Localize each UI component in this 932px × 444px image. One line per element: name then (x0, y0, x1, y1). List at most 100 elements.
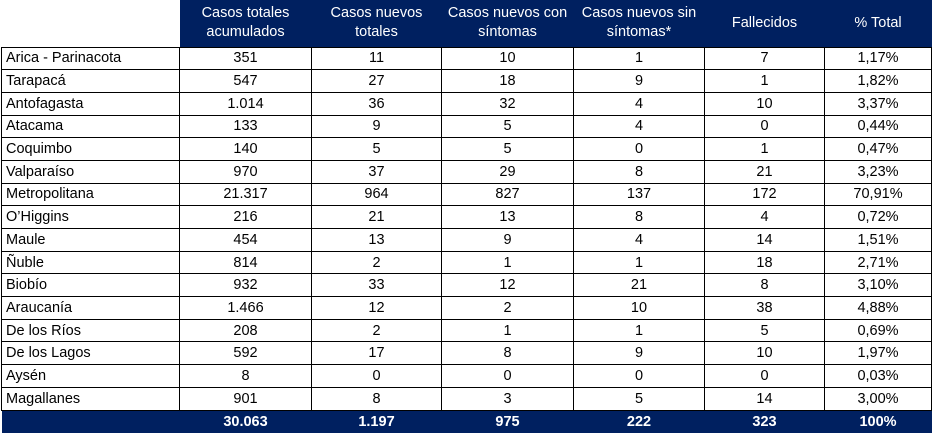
cell-percent-total: 0,03% (824, 364, 932, 388)
header-row: Casos totales acumulados Casos nuevos to… (1, 0, 932, 47)
cell-total-cumulative-cases: 814 (179, 250, 312, 275)
cell-new-total-cases: 11 (311, 46, 442, 71)
table-row: Arica - Parinacota 351 11 10 1 7 1,17% (1, 46, 932, 71)
cell-new-total-cases: 2 (311, 250, 442, 275)
cell-region-name: Antofagasta (1, 91, 180, 116)
cell-new-with-symptoms: 9 (441, 228, 574, 252)
cell-new-without-symptoms: 1 (573, 46, 705, 71)
cell-region-name: De los Lagos (1, 341, 180, 366)
cell-new-without-symptoms: 9 (573, 69, 705, 93)
cell-region-name: Biobío (1, 273, 180, 298)
cell-new-without-symptoms: 137 (573, 182, 705, 207)
cell-deaths: 5 (704, 318, 825, 343)
table-row: Magallanes 901 8 3 5 14 3,00% (1, 386, 932, 411)
cell-new-total-cases: 37 (311, 159, 442, 184)
cell-region-name: Ñuble (1, 250, 180, 275)
totals-row: 30.063 1.197 975 222 323 100% (1, 410, 932, 433)
cell-new-with-symptoms: 32 (441, 91, 574, 116)
table-row: De los Ríos 208 2 1 1 5 0,69% (1, 318, 932, 343)
cell-deaths: 1 (704, 69, 825, 93)
cell-total-cumulative-cases: 547 (179, 69, 312, 93)
cell-deaths: 8 (704, 273, 825, 298)
cell-total-cumulative-cases: 592 (179, 341, 312, 366)
cell-deaths: 18 (704, 250, 825, 275)
cell-deaths: 0 (704, 114, 825, 139)
cell-percent-total: 1,82% (824, 69, 932, 93)
cell-new-with-symptoms: 5 (441, 114, 574, 139)
table-row: Biobío 932 33 12 21 8 3,10% (1, 273, 932, 298)
cell-new-with-symptoms: 2 (441, 296, 574, 320)
cell-deaths: 4 (704, 205, 825, 229)
cell-new-without-symptoms: 5 (573, 386, 705, 411)
cell-percent-total: 1,51% (824, 228, 932, 252)
cell-total-cumulative-cases: 208 (179, 318, 312, 343)
cell-new-total-cases: 0 (311, 364, 442, 388)
header-deaths: Fallecidos (704, 0, 825, 47)
totals-new-without-symptoms: 222 (573, 410, 705, 433)
covid-cases-by-region-table: Casos totales acumulados Casos nuevos to… (1, 0, 932, 433)
cell-region-name: Tarapacá (1, 69, 180, 93)
cell-new-with-symptoms: 18 (441, 69, 574, 93)
totals-cumulative-cases: 30.063 (179, 410, 312, 433)
cell-new-total-cases: 21 (311, 205, 442, 229)
cell-total-cumulative-cases: 21.317 (179, 182, 312, 207)
cell-percent-total: 0,72% (824, 205, 932, 229)
cell-new-with-symptoms: 12 (441, 273, 574, 298)
table-row: Atacama 133 9 5 4 0 0,44% (1, 114, 932, 139)
cell-new-without-symptoms: 0 (573, 137, 705, 161)
totals-percent: 100% (824, 410, 932, 433)
cell-new-total-cases: 9 (311, 114, 442, 139)
cell-new-without-symptoms: 4 (573, 114, 705, 139)
cell-total-cumulative-cases: 8 (179, 364, 312, 388)
header-region-blank (1, 0, 180, 47)
cell-percent-total: 0,69% (824, 318, 932, 343)
header-new-cases-without-symptoms: Casos nuevos sin síntomas* (573, 0, 705, 47)
cell-new-with-symptoms: 5 (441, 137, 574, 161)
cell-region-name: Araucanía (1, 296, 180, 320)
header-new-cases-with-symptoms: Casos nuevos con síntomas (441, 0, 574, 47)
cell-deaths: 7 (704, 46, 825, 71)
cell-region-name: Metropolitana (1, 182, 180, 207)
cell-new-without-symptoms: 1 (573, 250, 705, 275)
cell-deaths: 172 (704, 182, 825, 207)
cell-deaths: 10 (704, 91, 825, 116)
table-row: Metropolitana 21.317 964 827 137 172 70,91% (1, 182, 932, 207)
cell-new-with-symptoms: 8 (441, 341, 574, 366)
table-row: Aysén 8 0 0 0 0 0,03% (1, 364, 932, 388)
cell-total-cumulative-cases: 133 (179, 114, 312, 139)
cell-region-name: O’Higgins (1, 205, 180, 229)
cell-new-without-symptoms: 21 (573, 273, 705, 298)
table-body: Arica - Parinacota 351 11 10 1 7 1,17% Tarapacá… (1, 46, 932, 411)
cell-new-with-symptoms: 10 (441, 46, 574, 71)
cell-percent-total: 70,91% (824, 182, 932, 207)
cell-new-with-symptoms: 1 (441, 318, 574, 343)
cell-new-with-symptoms: 29 (441, 159, 574, 184)
cell-percent-total: 4,88% (824, 296, 932, 320)
cell-region-name: Magallanes (1, 386, 180, 411)
totals-new-total-cases: 1.197 (311, 410, 442, 433)
table-row: O’Higgins 216 21 13 8 4 0,72% (1, 205, 932, 229)
cell-deaths: 14 (704, 386, 825, 411)
cell-region-name: De los Ríos (1, 318, 180, 343)
cell-percent-total: 0,44% (824, 114, 932, 139)
cell-new-total-cases: 33 (311, 273, 442, 298)
cell-new-total-cases: 8 (311, 386, 442, 411)
table-row: Tarapacá 547 27 18 9 1 1,82% (1, 69, 932, 93)
cell-total-cumulative-cases: 901 (179, 386, 312, 411)
cell-new-without-symptoms: 10 (573, 296, 705, 320)
cell-new-with-symptoms: 3 (441, 386, 574, 411)
header-new-total-cases: Casos nuevos totales (311, 0, 442, 47)
cell-total-cumulative-cases: 216 (179, 205, 312, 229)
cell-new-with-symptoms: 13 (441, 205, 574, 229)
cell-new-total-cases: 27 (311, 69, 442, 93)
cell-new-with-symptoms: 1 (441, 250, 574, 275)
cell-region-name: Aysén (1, 364, 180, 388)
cell-total-cumulative-cases: 351 (179, 46, 312, 71)
cell-new-without-symptoms: 4 (573, 228, 705, 252)
cell-new-total-cases: 12 (311, 296, 442, 320)
cell-region-name: Atacama (1, 114, 180, 139)
cell-new-total-cases: 2 (311, 318, 442, 343)
cell-percent-total: 1,97% (824, 341, 932, 366)
cell-deaths: 0 (704, 364, 825, 388)
cell-new-without-symptoms: 0 (573, 364, 705, 388)
